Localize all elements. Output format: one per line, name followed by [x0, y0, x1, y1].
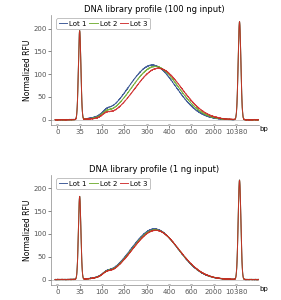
Lot 2: [69, 278, 72, 282]
Text: bp: bp: [260, 126, 268, 132]
Lot 2: [257, 118, 260, 122]
Lot 1: [253, 278, 256, 281]
Lot 2: [257, 278, 260, 281]
Lot 2: [76, 71, 80, 74]
Lot 3: [76, 234, 80, 238]
Lot 1: [54, 118, 58, 122]
Legend: Lot 1, Lot 2, Lot 3: Lot 1, Lot 2, Lot 3: [56, 19, 150, 29]
Lot 1: [53, 278, 57, 281]
Y-axis label: Normalized RFU: Normalized RFU: [22, 199, 31, 261]
Lot 2: [140, 73, 144, 76]
Lot 3: [255, 278, 258, 282]
Lot 1: [231, 278, 234, 281]
Lot 3: [132, 247, 135, 250]
Lot 3: [53, 118, 57, 122]
Lot 1: [132, 244, 135, 248]
Legend: Lot 1, Lot 2, Lot 3: Lot 1, Lot 2, Lot 3: [56, 178, 150, 189]
Lot 3: [238, 20, 241, 23]
Lot 3: [253, 278, 256, 281]
Lot 1: [132, 79, 135, 82]
Y-axis label: Normalized RFU: Normalized RFU: [22, 39, 31, 101]
Lot 2: [231, 118, 234, 121]
Lot 3: [257, 278, 260, 281]
Lot 2: [140, 236, 144, 239]
Line: Lot 2: Lot 2: [55, 22, 259, 120]
Lot 2: [253, 118, 256, 122]
Lot 1: [89, 276, 92, 280]
Lot 1: [257, 278, 260, 281]
Lot 3: [53, 278, 57, 281]
Line: Lot 1: Lot 1: [55, 22, 259, 120]
Lot 2: [132, 246, 135, 250]
Lot 2: [238, 178, 241, 182]
Lot 3: [89, 277, 92, 280]
Lot 3: [257, 118, 260, 122]
Lot 2: [53, 278, 57, 281]
Lot 1: [140, 68, 144, 72]
Title: DNA library profile (100 ng input): DNA library profile (100 ng input): [84, 5, 225, 14]
Lot 3: [54, 118, 57, 122]
Lot 2: [238, 20, 241, 23]
Lot 2: [53, 118, 57, 122]
Lot 3: [132, 89, 135, 93]
Lot 1: [140, 234, 144, 238]
Lot 3: [231, 118, 234, 121]
Lot 3: [89, 117, 92, 121]
Lot 1: [53, 118, 57, 122]
Lot 2: [77, 231, 80, 235]
Lot 1: [253, 118, 256, 122]
Lot 1: [231, 118, 234, 122]
Lot 2: [132, 84, 135, 88]
Lot 1: [238, 178, 241, 182]
Lot 2: [89, 117, 92, 120]
Line: Lot 3: Lot 3: [55, 180, 259, 280]
Text: bp: bp: [260, 286, 268, 292]
Lot 1: [238, 20, 241, 23]
Lot 2: [250, 118, 253, 122]
Lot 1: [77, 68, 80, 71]
Lot 1: [77, 231, 80, 235]
Lot 3: [231, 278, 234, 281]
Lot 2: [231, 278, 234, 281]
Lot 3: [140, 236, 144, 240]
Title: DNA library profile (1 ng input): DNA library profile (1 ng input): [89, 165, 220, 174]
Line: Lot 2: Lot 2: [55, 180, 259, 280]
Line: Lot 1: Lot 1: [55, 180, 259, 280]
Lot 1: [257, 118, 260, 122]
Lot 1: [89, 116, 92, 120]
Line: Lot 3: Lot 3: [55, 22, 259, 120]
Lot 3: [253, 118, 256, 122]
Lot 3: [77, 68, 80, 72]
Lot 3: [140, 77, 144, 81]
Lot 3: [238, 178, 241, 182]
Lot 1: [55, 278, 58, 282]
Lot 2: [253, 278, 256, 281]
Lot 2: [89, 277, 92, 280]
